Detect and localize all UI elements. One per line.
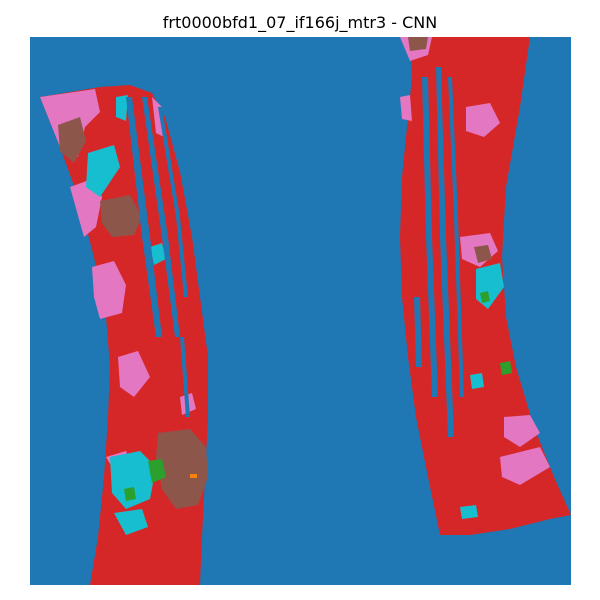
right-gap-streak-2 [436, 67, 454, 437]
left-cyan-upper [86, 145, 120, 197]
right-green-speck-1 [500, 361, 512, 375]
figure-title: frt0000bfd1_07_if166j_mtr3 - CNN [162, 13, 438, 32]
right-cyan-small [470, 373, 484, 389]
left-brown-top [58, 117, 86, 163]
left-green-patch [148, 459, 166, 483]
classification-map [30, 37, 571, 585]
right-gap-streak-3 [448, 77, 464, 397]
right-pink-edge [400, 95, 412, 121]
left-cyan-bottom [114, 509, 148, 535]
left-orange-speck [190, 474, 197, 478]
right-gap-streak-4 [414, 297, 422, 367]
right-pink-lower [504, 415, 540, 447]
left-pink-upper [70, 179, 102, 237]
left-gap-streak-3 [158, 107, 188, 297]
left-cyan-mid [150, 243, 166, 265]
left-gap-streak-1 [126, 97, 162, 337]
left-gap-streak-2 [142, 97, 180, 337]
left-brown-lower [156, 429, 208, 509]
right-brown-mid [474, 245, 492, 263]
left-pink-mid2 [118, 351, 150, 397]
right-cyan-bottom [460, 505, 478, 519]
left-cyan-lower [110, 451, 156, 509]
left-green-speck [124, 487, 136, 501]
right-brown-top [408, 37, 428, 51]
right-pink-upper [466, 103, 500, 137]
right-strip [400, 37, 571, 535]
left-cyan-top-right [116, 95, 128, 121]
left-strip [40, 85, 208, 585]
right-green-speck-2 [480, 291, 490, 303]
left-gap-streak-4 [180, 337, 190, 417]
right-gap-streak-1 [422, 77, 438, 397]
left-brown-upper [100, 195, 142, 237]
left-pink-mid [92, 261, 126, 319]
right-pink-bottom [500, 447, 550, 485]
